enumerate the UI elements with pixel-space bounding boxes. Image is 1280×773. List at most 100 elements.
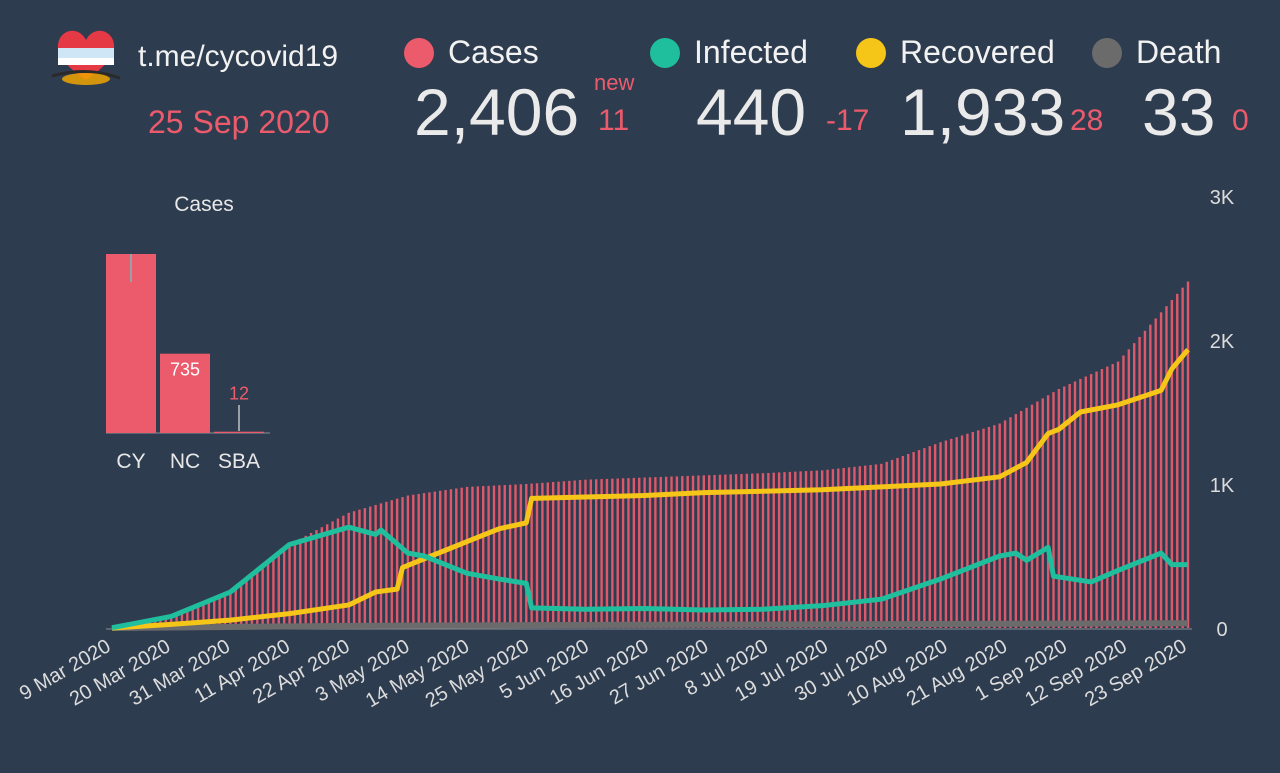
cases-bar: [944, 440, 948, 628]
cases-bar: [1046, 395, 1050, 628]
cases-bar: [1165, 306, 1168, 628]
cases-bar: [589, 479, 593, 628]
cases-bar: [369, 506, 372, 628]
cases-bar: [761, 473, 765, 628]
inset-chart-title: Cases: [174, 193, 234, 216]
cases-bar: [842, 467, 845, 628]
cases-bar: [213, 598, 216, 628]
infected-total: 440: [696, 75, 807, 149]
cases-bar: [810, 470, 813, 628]
cases-bar: [697, 475, 700, 628]
cases-bar: [229, 592, 232, 628]
cases-bar: [627, 478, 630, 628]
cases-bar: [535, 483, 539, 628]
cases-bar: [982, 428, 985, 628]
cases-bar: [358, 509, 361, 628]
cases-by-region-chart: Cases CY NC 735 SBA 12: [106, 193, 270, 473]
cases-bar: [487, 485, 490, 628]
cases-bar: [912, 452, 915, 628]
cases-bar: [541, 482, 544, 628]
cases-bar: [864, 465, 867, 628]
cases-bar: [632, 477, 636, 628]
cases-bar: [239, 583, 243, 628]
cases-bar: [186, 609, 189, 628]
death-line: [111, 620, 1189, 631]
cases-bar: [1116, 361, 1120, 628]
cases-bar: [304, 535, 307, 628]
cases-bar: [691, 475, 695, 628]
legend-death-label: Death: [1136, 34, 1222, 70]
region-label: NC: [170, 450, 200, 473]
cases-bar: [256, 570, 259, 628]
infected-dot-icon: [650, 37, 680, 68]
region-bar: [160, 353, 210, 433]
cases-bar: [751, 473, 754, 628]
cases-bar: [245, 579, 248, 628]
cases-bar: [519, 484, 523, 628]
cases-bar: [600, 479, 603, 628]
cases-bar: [960, 435, 964, 628]
cases-bar: [987, 426, 991, 628]
cases-bar: [767, 472, 770, 628]
cases-bar: [1084, 376, 1087, 628]
cases-bar: [1186, 281, 1190, 628]
cases-bar: [788, 471, 792, 628]
cases-bar: [616, 478, 619, 628]
legend-recovered-label: Recovered: [900, 34, 1055, 70]
cases-bar: [740, 473, 743, 628]
cases-bar: [390, 500, 393, 628]
cases-bar: [406, 495, 410, 628]
cases-bar: [664, 476, 668, 628]
cases-bar: [783, 472, 786, 628]
legend-recovered: Recovered: [856, 34, 1055, 71]
cases-bar: [282, 548, 286, 628]
region-value-label: 12: [229, 384, 249, 404]
channel-link[interactable]: t.me/cycovid19: [138, 40, 339, 73]
cases-delta: 11: [598, 104, 630, 137]
cases-bar: [907, 454, 910, 628]
cases-bar: [374, 504, 377, 628]
region-label: CY: [116, 450, 145, 473]
cases-bar: [686, 475, 689, 628]
y-tick-label: 0: [1216, 619, 1227, 641]
cases-bar: [293, 541, 297, 628]
cases-bar: [218, 596, 221, 628]
cases-bar: [492, 485, 496, 628]
cases-bar: [724, 474, 727, 628]
cases-bar: [1009, 417, 1012, 628]
cases-bar: [352, 511, 356, 628]
cases-bar: [465, 486, 469, 628]
cases-bar: [1068, 383, 1071, 628]
cases-bar: [1095, 371, 1098, 628]
cases-bar: [315, 530, 318, 628]
cases-bar: [1052, 392, 1055, 628]
new-label: new: [594, 70, 635, 95]
y-tick-label: 3K: [1210, 187, 1235, 209]
legend-cases: Cases: [404, 34, 539, 71]
cases-bar: [707, 475, 711, 628]
cases-bar: [729, 474, 732, 628]
cases-bar: [1133, 343, 1136, 628]
cases-bar: [584, 479, 587, 628]
cases-bar: [971, 432, 974, 628]
infected-delta: -17: [826, 104, 870, 137]
cases-bar: [1014, 414, 1018, 628]
cases-bar: [1003, 420, 1007, 628]
cases-bar: [1079, 379, 1082, 628]
cases-bar: [923, 448, 926, 628]
cases-bar: [638, 477, 641, 628]
cases-bar: [890, 459, 894, 628]
cases-bar: [917, 450, 921, 628]
cases-bar: [1030, 404, 1034, 628]
cases-bar: [191, 607, 194, 628]
cases-bar: [853, 466, 856, 628]
cases-bar: [471, 486, 474, 628]
cases-bar: [794, 471, 797, 628]
cases-bar: [444, 490, 447, 628]
cases-bar: [820, 470, 824, 628]
recovered-total: 1,933: [900, 75, 1066, 149]
cases-bar: [482, 486, 485, 628]
cases-bar: [525, 484, 528, 628]
cases-bar: [250, 574, 254, 628]
cases-bar: [621, 478, 625, 628]
